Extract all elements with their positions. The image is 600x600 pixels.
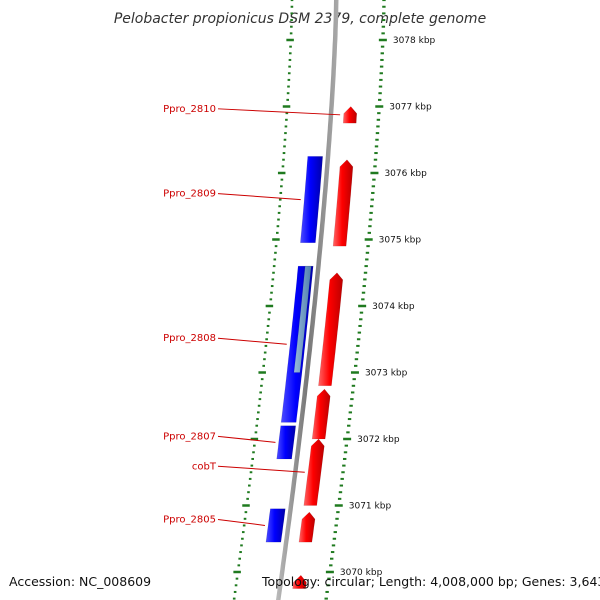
gene-label: Ppro_2807 [163,431,216,442]
inner-scale-track [232,0,294,600]
gene-label-leader [217,108,341,116]
tick-label: 3077 kbp [389,103,432,113]
gene-label: cobT [192,461,217,472]
gene-label-leader [217,337,287,345]
topology-text: Topology: circular; Length: 4,008,000 bp… [262,574,600,589]
forward-gene-arrow [292,574,307,589]
forward-gene-arrow [332,159,354,247]
gene-track [265,0,358,600]
tick-label: 3078 kbp [393,36,436,46]
forward-gene-arrow [311,388,331,440]
outer-scale-track [324,0,386,600]
gene-label-leader [217,465,305,473]
reverse-gene-arrow [265,508,286,543]
tick-label: 3076 kbp [384,169,427,179]
tick-track: 3078 kbp 3077 kbp 3076 kbp 3075 kbp 3074 kbp… [232,0,436,600]
forward-gene-arrow [342,106,358,124]
map-title: Pelobacter propionicus DSM 2379, complet… [114,11,486,27]
gene-label-leader [217,435,276,443]
tick-label: 3072 kbp [357,435,400,445]
tick-label: 3075 kbp [379,236,422,246]
accession-text: Accession: NC_008609 [9,574,152,589]
gene-label: Ppro_2810 [163,104,216,115]
gene-label: Ppro_2805 [163,514,216,525]
gene-labels: Ppro_2810 Ppro_2809 Ppro_2808 Ppro_2807 cobT… [163,104,341,526]
backbone-line [276,0,339,600]
gene-label-leader [217,518,266,526]
gene-label: Ppro_2809 [163,189,216,200]
forward-gene-arrow [303,438,325,506]
gene-label: Ppro_2808 [163,333,216,344]
tick-label: 3071 kbp [349,502,392,512]
tick-label: 3070 kbp [340,568,383,578]
reverse-gene-arrow [300,156,323,244]
tick-label: 3074 kbp [372,302,415,312]
gene-label-leader [217,193,301,201]
pseudo-gene-bar [293,265,312,373]
tick-label: 3073 kbp [365,369,408,379]
reverse-gene-arrow [276,425,296,460]
forward-gene-arrow [298,511,316,543]
forward-gene-arrow [318,272,344,387]
